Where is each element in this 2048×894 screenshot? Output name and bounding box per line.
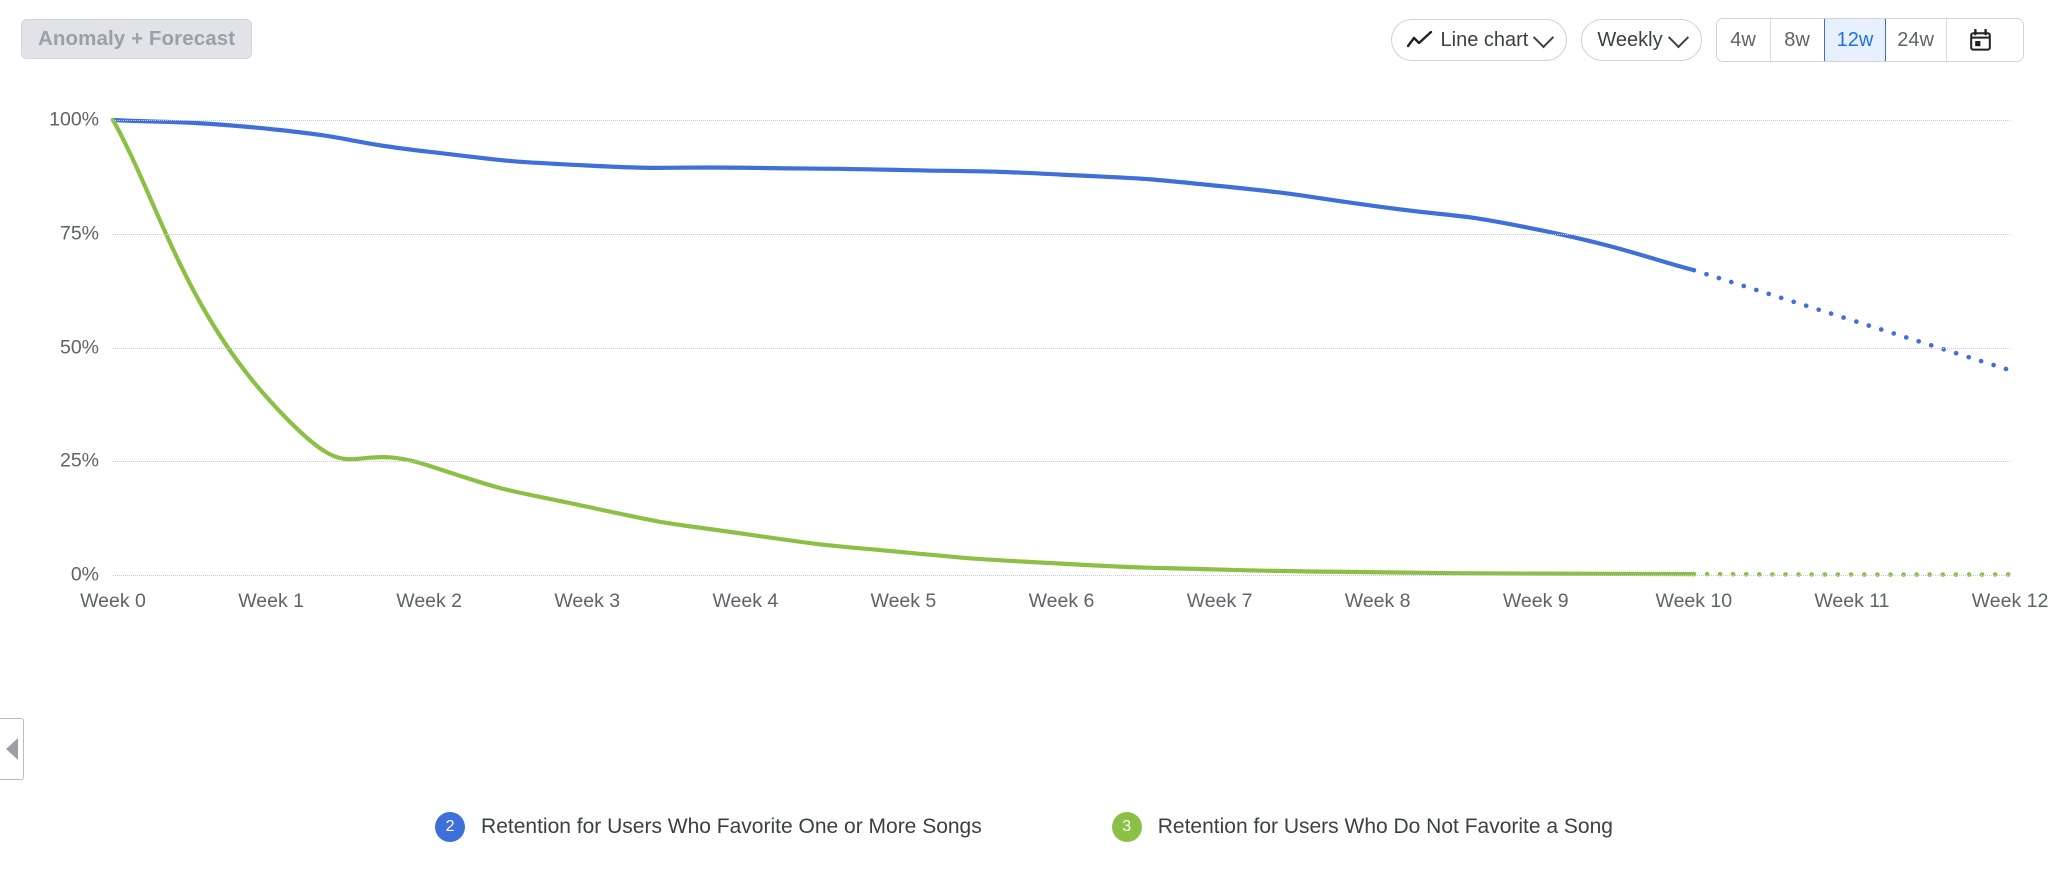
y-axis-tick-label: 50% [59,336,99,358]
chevron-down-icon [1533,26,1555,48]
x-axis-tick-label: Week 10 [1655,590,1733,612]
triangle-left-icon [5,738,18,760]
x-axis: Week 0 Week 1 Week 2 Week 3 Week 4 Week 5 Week… [80,590,2048,630]
x-axis-tick-label: Week 9 [1502,590,1569,612]
legend-badge: 2 [435,812,466,842]
x-axis-tick-label: Week 2 [396,590,463,612]
y-axis-tick-label: 100% [49,108,99,131]
date-picker-button[interactable] [1947,19,2023,61]
chart-type-label: Line chart [1440,28,1529,51]
chevron-down-icon [1667,26,1689,48]
gridline [113,575,2010,576]
x-axis-tick-label: Week 8 [1344,590,1411,612]
legend-label: Retention for Users Who Do Not Favorite … [1157,815,1613,838]
series-line-forecast [1691,571,2013,577]
series-line-actual [110,117,1696,273]
x-axis-tick-label: Week 7 [1186,590,1253,612]
anomaly-forecast-button[interactable]: Anomaly + Forecast [21,19,253,59]
line-chart-icon [1406,31,1433,49]
plot-area [110,117,2013,577]
gridline [113,461,2010,463]
series-line-actual [110,117,1696,577]
legend-item[interactable]: 3 Retention for Users Who Do Not Favorite… [1111,812,1613,842]
chart-legend: 2 Retention for Users Who Favorite One or… [0,812,2048,842]
retention-chart: 0% 25% 50% 75% 100% Week 0 Week 1 Week 2 Week 3… [0,70,2048,770]
legend-label: Retention for Users Who Favorite One or … [481,815,982,838]
y-axis-tick-label: 75% [59,222,99,245]
legend-badge: 3 [1111,812,1142,842]
x-axis-tick-label: Week 6 [1028,590,1095,612]
x-axis-tick-label: Week 11 [1814,590,1890,612]
x-axis-tick-label: Week 5 [870,590,937,612]
chart-toolbar: Anomaly + Forecast Line chart Weekly 4w … [0,0,2048,70]
range-option-12w[interactable]: 12w [1823,19,1887,61]
x-axis-tick-label: Week 1 [238,590,304,612]
legend-item[interactable]: 2 Retention for Users Who Favorite One or… [435,812,982,842]
y-axis-tick-label: 25% [59,449,99,472]
x-axis-tick-label: Week 3 [554,590,621,612]
gridline [113,233,2010,235]
panel-collapse-handle[interactable] [0,718,24,780]
x-axis-tick-label: Week 12 [1971,590,2048,612]
granularity-dropdown[interactable]: Weekly [1581,19,1702,61]
range-option-8w[interactable]: 8w [1770,19,1825,61]
x-axis-tick-label: Week 0 [80,590,146,612]
chart-type-dropdown[interactable]: Line chart [1390,19,1568,61]
range-selector: 4w 8w 12w 24w [1715,18,2024,62]
granularity-label: Weekly [1597,28,1663,51]
y-axis: 0% 25% 50% 75% 100% [0,109,113,586]
series-lines [110,117,2013,577]
gridline [113,120,2010,121]
range-option-4w[interactable]: 4w [1716,19,1771,61]
toolbar-controls: Line chart Weekly 4w 8w 12w 24w [1390,18,2024,62]
calendar-icon [1969,29,1991,51]
x-axis-tick-label: Week 4 [712,590,779,612]
y-axis-tick-label: 0% [70,563,99,586]
series-line-forecast [1691,267,2013,373]
gridline [113,347,2010,349]
range-option-24w[interactable]: 24w [1885,19,1947,61]
